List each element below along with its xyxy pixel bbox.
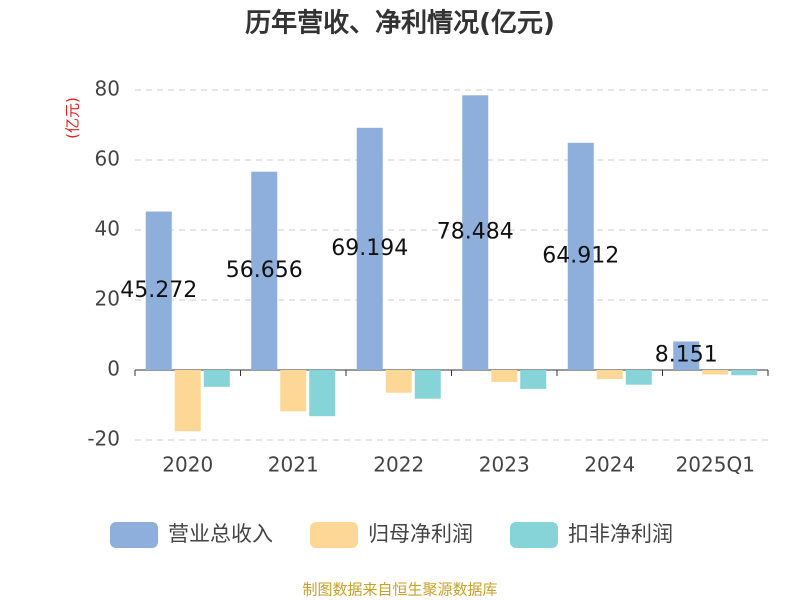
legend-label: 扣非净利润 [568,522,673,546]
x-tick-label: 2021 [268,453,319,477]
value-label: 64.912 [542,243,619,268]
y-axis-label: (亿元) [64,97,82,139]
bar [174,370,201,432]
x-tick-label: 2023 [479,453,530,477]
value-label: 78.484 [437,220,514,245]
x-tick-label: 2020 [162,453,213,477]
bar [462,95,489,370]
y-tick-label: 20 [95,287,120,311]
legend-swatch [110,522,158,548]
bar [673,341,700,370]
footer: 制图数据来自恒生聚源数据库 [302,581,497,599]
bar [251,171,278,370]
bar [414,370,441,399]
value-label: 45.272 [120,278,197,303]
value-label: 69.194 [331,236,408,261]
y-tick-label: 0 [107,357,120,381]
bar [356,127,383,370]
value-label: 8.151 [655,343,718,368]
y-tick-label: 80 [95,77,120,101]
value-label: 56.656 [226,258,303,283]
bar [567,142,594,370]
x-tick-label: 2022 [373,453,424,477]
bar [203,370,230,387]
legend-label: 归母净利润 [368,522,473,546]
bar [280,370,307,412]
bar [145,211,172,370]
bar [491,370,518,382]
y-tick-label: 40 [95,217,120,241]
bar [596,370,623,380]
y-tick-label: -20 [87,427,120,451]
bar [702,370,729,375]
bar [309,370,336,417]
x-tick-label: 2024 [584,453,635,477]
legend-swatch [510,522,558,548]
x-tick-label: 2025Q1 [676,453,755,477]
bar [520,370,547,389]
bar [731,370,758,376]
bar [385,370,412,393]
chart-title: 历年营收、净利情况(亿元) [245,8,555,39]
bar [625,370,652,385]
legend-swatch [310,522,358,548]
y-tick-label: 60 [95,147,120,171]
legend-label: 营业总收入 [168,522,273,546]
